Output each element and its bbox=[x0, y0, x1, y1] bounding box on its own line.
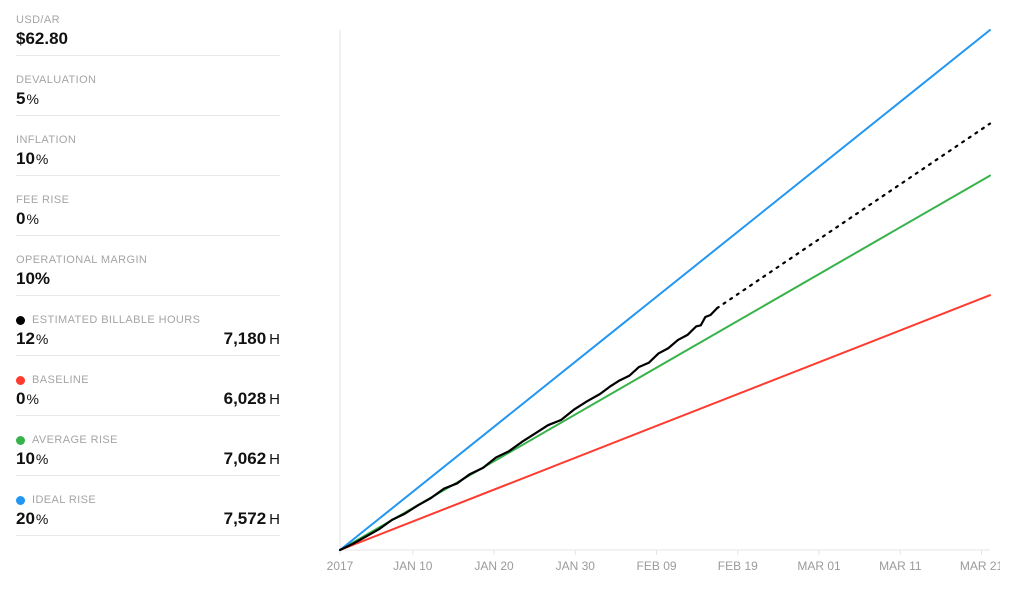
metric-average-rise: AVERAGE RISE 10% 7,062H bbox=[16, 434, 280, 476]
metric-value: $62.80 bbox=[16, 29, 68, 49]
metric-right-value: 7,572H bbox=[224, 509, 280, 529]
right-unit: H bbox=[269, 451, 280, 468]
dashboard: USD/AR $62.80 DEVALUATION 5% INFLATION 1… bbox=[0, 0, 1024, 597]
right-unit: H bbox=[269, 511, 280, 528]
metric-label: FEE RISE bbox=[16, 194, 280, 206]
divider bbox=[16, 175, 280, 176]
metric-value: 10% bbox=[16, 449, 48, 469]
metric-fee-rise: FEE RISE 0% bbox=[16, 194, 280, 236]
metric-label: DEVALUATION bbox=[16, 74, 280, 86]
value-unit: % bbox=[36, 451, 48, 467]
line-chart: 2017 JAN 10 JAN 20 JAN 30 FEB 09 FEB 19 MAR 01… bbox=[300, 10, 1000, 590]
metric-label: BASELINE bbox=[16, 374, 280, 386]
series-baseline bbox=[340, 295, 990, 550]
right-number: 7,180 bbox=[224, 329, 267, 348]
label-text: IDEAL RISE bbox=[32, 494, 96, 506]
divider bbox=[16, 115, 280, 116]
swatch-icon bbox=[16, 496, 25, 505]
metric-label: AVERAGE RISE bbox=[16, 434, 280, 446]
divider bbox=[16, 55, 280, 56]
x-tick-label: 2017 bbox=[327, 559, 354, 573]
metric-operational-margin: OPERATIONAL MARGIN 10% bbox=[16, 254, 280, 296]
swatch-icon bbox=[16, 316, 25, 325]
right-number: 6,028 bbox=[224, 389, 267, 408]
metric-label: ESTIMATED BILLABLE HOURS bbox=[16, 314, 280, 326]
value-number: 20 bbox=[16, 509, 35, 528]
right-number: 7,572 bbox=[224, 509, 267, 528]
divider bbox=[16, 235, 280, 236]
metric-label: IDEAL RISE bbox=[16, 494, 280, 506]
metric-label: INFLATION bbox=[16, 134, 280, 146]
series-estimated-actual bbox=[340, 308, 717, 550]
metric-label: OPERATIONAL MARGIN bbox=[16, 254, 280, 266]
metric-right-value: 6,028H bbox=[224, 389, 280, 409]
series-ideal-rise bbox=[340, 30, 990, 550]
value-number: 0 bbox=[16, 389, 25, 408]
value-number: 12 bbox=[16, 329, 35, 348]
value-number: 5 bbox=[16, 89, 25, 108]
value-unit: % bbox=[36, 331, 48, 347]
value-unit: % bbox=[26, 391, 38, 407]
metric-value: 5% bbox=[16, 89, 39, 109]
value-unit: % bbox=[36, 511, 48, 527]
metric-inflation: INFLATION 10% bbox=[16, 134, 280, 176]
metric-estimated-hours: ESTIMATED BILLABLE HOURS 12% 7,180H bbox=[16, 314, 280, 356]
metric-value: 20% bbox=[16, 509, 48, 529]
x-tick-label: MAR 21 bbox=[960, 559, 1000, 573]
metric-value: 10% bbox=[16, 269, 50, 289]
divider bbox=[16, 475, 280, 476]
chart-area: 2017 JAN 10 JAN 20 JAN 30 FEB 09 FEB 19 MAR 01… bbox=[300, 0, 1024, 597]
divider bbox=[16, 295, 280, 296]
metric-value: 0% bbox=[16, 389, 39, 409]
value-number: 0 bbox=[16, 209, 25, 228]
metric-value: 12% bbox=[16, 329, 48, 349]
divider bbox=[16, 355, 280, 356]
metric-usd-ar: USD/AR $62.80 bbox=[16, 14, 280, 56]
right-unit: H bbox=[269, 391, 280, 408]
value-unit: % bbox=[36, 151, 48, 167]
swatch-icon bbox=[16, 436, 25, 445]
label-text: ESTIMATED BILLABLE HOURS bbox=[32, 314, 200, 326]
x-tick-label: FEB 19 bbox=[718, 559, 758, 573]
divider bbox=[16, 415, 280, 416]
x-tick-label: JAN 20 bbox=[474, 559, 514, 573]
label-text: AVERAGE RISE bbox=[32, 434, 118, 446]
right-number: 7,062 bbox=[224, 449, 267, 468]
metric-value: 0% bbox=[16, 209, 39, 229]
value-unit: % bbox=[26, 91, 38, 107]
metric-devaluation: DEVALUATION 5% bbox=[16, 74, 280, 116]
swatch-icon bbox=[16, 376, 25, 385]
metric-label: USD/AR bbox=[16, 14, 280, 26]
label-text: BASELINE bbox=[32, 374, 89, 386]
x-tick-label: JAN 10 bbox=[393, 559, 433, 573]
value-number: 10 bbox=[16, 449, 35, 468]
metric-ideal-rise: IDEAL RISE 20% 7,572H bbox=[16, 494, 280, 536]
x-tick-label: MAR 01 bbox=[797, 559, 841, 573]
right-unit: H bbox=[269, 331, 280, 348]
x-tick-label: FEB 09 bbox=[637, 559, 677, 573]
divider bbox=[16, 535, 280, 536]
x-tick-label: MAR 11 bbox=[879, 559, 922, 573]
value-unit: % bbox=[26, 211, 38, 227]
metrics-sidebar: USD/AR $62.80 DEVALUATION 5% INFLATION 1… bbox=[0, 0, 300, 597]
x-tick-label: JAN 30 bbox=[556, 559, 596, 573]
metric-right-value: 7,180H bbox=[224, 329, 280, 349]
metric-value: 10% bbox=[16, 149, 48, 169]
metric-baseline: BASELINE 0% 6,028H bbox=[16, 374, 280, 416]
metric-right-value: 7,062H bbox=[224, 449, 280, 469]
value-number: 10 bbox=[16, 149, 35, 168]
